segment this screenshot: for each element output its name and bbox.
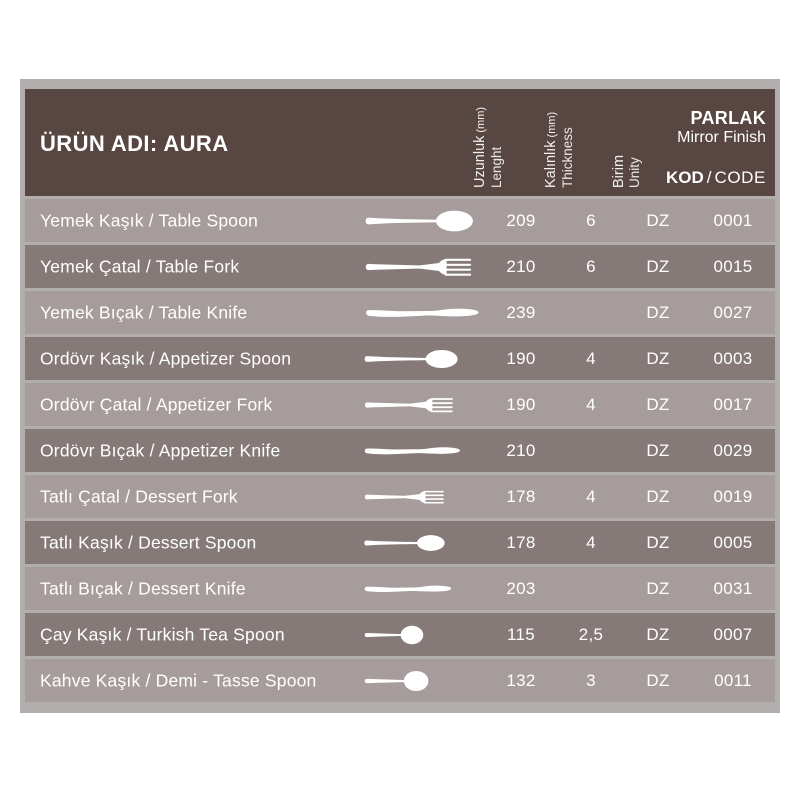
length-value: 178 [506, 532, 536, 552]
code-label-separator: / [706, 168, 712, 187]
table-row: Kahve Kaşık / Demi - Tasse Spoon 132 3 D… [25, 659, 775, 702]
table-row: Ordövr Çatal / Appetizer Fork 190 4 DZ 0… [25, 383, 775, 426]
unit-value: DZ [646, 486, 670, 506]
table-spoon-icon [365, 210, 473, 231]
unit-label-en: Unity [627, 157, 642, 188]
unit-value: DZ [646, 348, 670, 368]
table-row: Ordövr Bıçak / Appetizer Knife 210 DZ 00… [25, 429, 775, 472]
code-value: 0015 [713, 256, 753, 276]
appetizer-spoon-icon [364, 349, 458, 368]
thickness-value: 4 [586, 486, 596, 506]
code-value: 0029 [713, 440, 753, 460]
length-label-en: Lenght [489, 146, 504, 188]
unit-value: DZ [646, 210, 670, 230]
product-name: Kahve Kaşık / Demi - Tasse Spoon [40, 670, 317, 690]
product-name: Ordövr Çatal / Appetizer Fork [40, 394, 273, 414]
product-name: Tatlı Çatal / Dessert Fork [40, 486, 238, 506]
code-value: 0031 [713, 578, 753, 598]
length-value: 132 [506, 670, 536, 690]
thickness-value: 2,5 [578, 624, 604, 644]
unit-value: DZ [646, 624, 670, 644]
tea-spoon-icon [364, 625, 424, 644]
product-name: Yemek Bıçak / Table Knife [40, 302, 248, 322]
code-value: 0019 [713, 486, 753, 506]
thickness-value: 4 [586, 532, 596, 552]
unit-value: DZ [646, 394, 670, 414]
code-value: 0011 [714, 670, 752, 690]
dessert-knife-icon [364, 585, 452, 592]
product-name: Çay Kaşık / Turkish Tea Spoon [40, 624, 285, 644]
table-row: Tatlı Kaşık / Dessert Spoon 178 4 DZ 000… [25, 521, 775, 564]
length-value: 203 [506, 578, 536, 598]
table-row: Ordövr Kaşık / Appetizer Spoon 190 4 DZ … [25, 337, 775, 380]
thickness-label-tr: Kalınlık [543, 140, 559, 188]
length-value: 190 [506, 348, 536, 368]
product-name: Tatlı Bıçak / Dessert Knife [40, 578, 246, 598]
length-value: 239 [506, 302, 536, 322]
table-row: Tatlı Bıçak / Dessert Knife 203 DZ 0031 [25, 567, 775, 610]
table-row: Çay Kaşık / Turkish Tea Spoon 115 2,5 DZ… [25, 613, 775, 656]
thickness-label-en: Thickness [560, 127, 575, 188]
unit-value: DZ [646, 256, 670, 276]
length-value: 178 [506, 486, 536, 506]
length-label-tr: Uzunluk [472, 135, 488, 188]
code-value: 0027 [713, 302, 753, 322]
table-knife-icon [366, 308, 479, 317]
demi-tasse-spoon-icon [364, 670, 429, 691]
unit-value: DZ [646, 532, 670, 552]
table-row: Yemek Bıçak / Table Knife 239 DZ 0027 [25, 291, 775, 334]
length-value: 210 [506, 440, 536, 460]
thickness-value: 6 [586, 210, 596, 230]
thickness-value: 4 [586, 348, 596, 368]
finish-primary: PARLAK [690, 108, 766, 128]
product-title: ÜRÜN ADI: AURA [40, 131, 229, 156]
thickness-unit-label: (mm) [546, 111, 558, 138]
table-row: Tatlı Çatal / Dessert Fork 178 4 DZ 0019 [25, 475, 775, 518]
product-name: Ordövr Bıçak / Appetizer Knife [40, 440, 281, 460]
spec-table: ÜRÜN ADI: AURA Uzunluk (mm) Lenght Kalınl… [20, 79, 780, 713]
product-name: Tatlı Kaşık / Dessert Spoon [40, 532, 257, 552]
length-value: 115 [506, 624, 535, 644]
length-value: 209 [506, 210, 536, 230]
dessert-spoon-icon [364, 534, 445, 551]
code-value: 0005 [713, 532, 753, 552]
unit-value: DZ [646, 670, 670, 690]
table-row: Yemek Çatal / Table Fork 210 6 DZ 0015 [25, 245, 775, 288]
unit-value: DZ [646, 302, 670, 322]
code-value: 0001 [713, 210, 753, 230]
product-name: Yemek Kaşık / Table Spoon [40, 210, 259, 230]
dessert-fork-icon [364, 490, 444, 504]
table-fork-icon [365, 258, 472, 276]
appetizer-fork-icon [365, 397, 453, 412]
code-header: KOD / CODE [666, 168, 766, 188]
thickness-value: 4 [586, 394, 596, 414]
finish-header: PARLAK Mirror Finish [677, 108, 766, 148]
unit-value: DZ [646, 440, 670, 460]
thickness-value: 3 [586, 670, 596, 690]
finish-secondary: Mirror Finish [677, 129, 766, 146]
unit-label-tr: Birim [611, 154, 627, 188]
unit-value: DZ [646, 578, 670, 598]
appetizer-knife-icon [364, 446, 460, 454]
table-header: ÜRÜN ADI: AURA Uzunluk (mm) Lenght Kalınl… [25, 89, 775, 196]
code-label-kod: KOD [665, 168, 704, 187]
thickness-value: 6 [586, 256, 596, 276]
code-value: 0017 [713, 394, 753, 414]
length-value: 190 [506, 394, 536, 414]
length-unit-label: (mm) [475, 106, 487, 133]
length-value: 210 [506, 256, 536, 276]
code-value: 0003 [713, 348, 753, 368]
product-name: Ordövr Kaşık / Appetizer Spoon [40, 348, 292, 368]
product-name: Yemek Çatal / Table Fork [40, 256, 240, 276]
code-label-code: CODE [714, 168, 766, 187]
code-value: 0007 [713, 624, 753, 644]
table-row: Yemek Kaşık / Table Spoon 209 6 DZ 0001 [25, 199, 775, 242]
